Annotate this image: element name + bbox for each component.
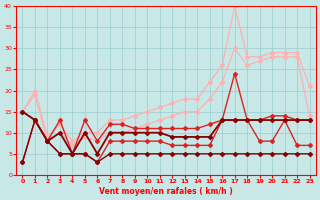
X-axis label: Vent moyen/en rafales ( km/h ): Vent moyen/en rafales ( km/h ) bbox=[99, 187, 233, 196]
